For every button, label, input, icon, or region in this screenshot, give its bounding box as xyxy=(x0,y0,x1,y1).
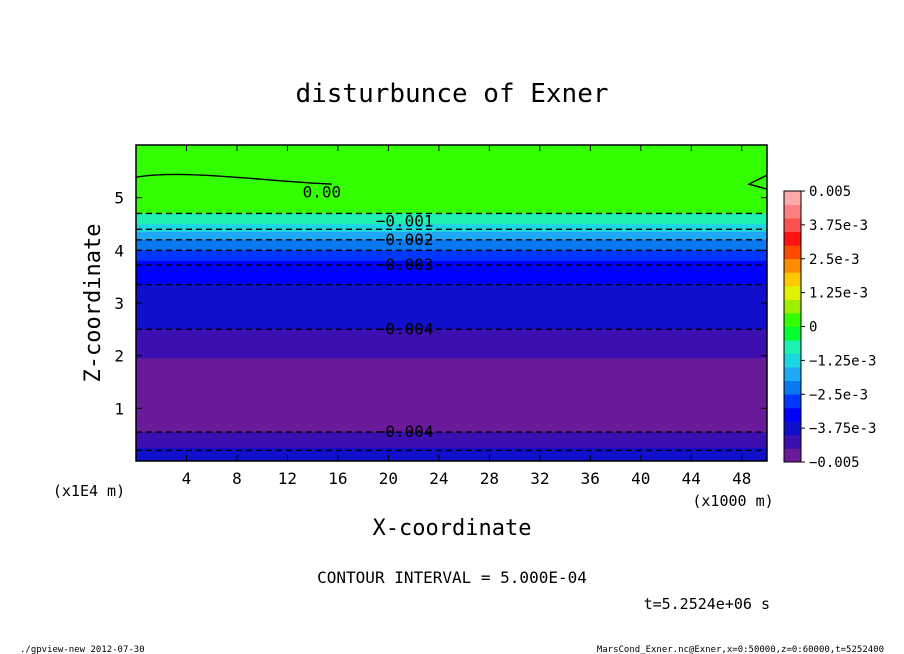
colorbar-segment-7 xyxy=(784,353,801,368)
chart-title: disturbunce of Exner xyxy=(295,79,608,109)
field-band-12 xyxy=(136,432,767,449)
field-band-2 xyxy=(136,224,767,233)
field-band-10 xyxy=(136,384,767,412)
footer-left: ./gpview-new 2012-07-30 xyxy=(20,645,145,654)
x-tick-label-11: 48 xyxy=(732,469,751,488)
contour-interval-text: CONTOUR INTERVAL = 5.000E-04 xyxy=(317,568,587,587)
colorbar-segment-11 xyxy=(784,299,801,314)
colorbar-segment-10 xyxy=(784,312,801,327)
colorbar-segment-19 xyxy=(784,191,801,205)
field-band-4 xyxy=(136,239,767,251)
contour-lines xyxy=(135,173,768,452)
x-unit-label: (x1000 m) xyxy=(692,492,773,510)
colorbar-segment-0 xyxy=(784,448,801,463)
colorbar-label-3: 1.25e-3 xyxy=(809,286,868,302)
colorbar-segment-8 xyxy=(784,340,801,354)
colorbar-label-0: 0.005 xyxy=(809,184,851,200)
colorbar xyxy=(783,190,802,463)
contour-label-3: −0.003 xyxy=(376,255,434,274)
colorbar-segment-13 xyxy=(784,272,801,287)
field-band-13 xyxy=(136,447,767,462)
y-tick-label-1: 2 xyxy=(114,347,124,366)
y-tick-label-0: 1 xyxy=(114,399,124,418)
x-tick-label-1: 8 xyxy=(232,469,242,488)
x-tick-label-9: 40 xyxy=(631,469,650,488)
colorbar-label-5: −1.25e-3 xyxy=(809,353,876,369)
x-tick-label-2: 12 xyxy=(278,469,297,488)
field-band-9 xyxy=(136,358,767,386)
x-tick-label-4: 20 xyxy=(379,469,398,488)
y-unit-label: (x1E4 m) xyxy=(53,482,125,500)
y-axis-ticks: 1 2 3 4 5 xyxy=(114,189,767,418)
y-axis-label: Z-coordinate xyxy=(81,224,106,383)
colorbar-segment-14 xyxy=(784,258,801,273)
contour-label-2: −0.002 xyxy=(376,230,434,249)
contour-label-5: −0.004 xyxy=(376,422,434,441)
colorbar-segment-9 xyxy=(784,326,801,341)
contour-label-0: 0.00 xyxy=(303,182,342,201)
colorbar-label-2: 2.5e-3 xyxy=(809,252,860,268)
contour-line-0 xyxy=(135,173,332,185)
colorbar-label-4: 0 xyxy=(809,320,817,336)
colorbar-segment-12 xyxy=(784,285,801,300)
y-tick-label-2: 3 xyxy=(114,294,124,313)
contour-label-1: −0.001 xyxy=(376,211,434,230)
plot-area xyxy=(136,145,767,462)
colorbar-segment-16 xyxy=(784,231,801,246)
colorbar-tick-labels: 0.005 3.75e-3 2.5e-3 1.25e-3 0 −1.25e-3 −2.5e-… xyxy=(801,184,876,471)
colorbar-label-1: 3.75e-3 xyxy=(809,218,868,234)
field-band-0 xyxy=(136,145,767,214)
colorbar-segment-5 xyxy=(784,380,801,395)
field-band-3 xyxy=(136,231,767,241)
footer-right: MarsCond_Exner.nc@Exner,x=0:50000,z=0:60… xyxy=(597,645,884,654)
x-axis-label: X-coordinate xyxy=(373,516,532,541)
contour-label-4: −0.004 xyxy=(376,319,434,338)
contour-line-edge xyxy=(747,174,768,190)
colorbar-label-7: −3.75e-3 xyxy=(809,421,876,437)
y-tick-label-4: 5 xyxy=(114,189,124,208)
field-band-11 xyxy=(136,410,767,433)
x-tick-label-10: 44 xyxy=(682,469,701,488)
x-axis-ticks: 4 8 12 16 20 24 28 32 36 40 44 48 xyxy=(182,145,751,488)
colorbar-segment-2 xyxy=(784,421,801,436)
colorbar-label-6: −2.5e-3 xyxy=(809,387,868,403)
colorbar-segment-4 xyxy=(784,394,801,409)
colorbar-segment-17 xyxy=(784,218,801,233)
x-tick-label-7: 32 xyxy=(530,469,549,488)
colorbar-segment-18 xyxy=(784,204,801,219)
field-band-7 xyxy=(136,284,767,330)
contour-labels: 0.00 −0.001−0.002 −0.003 −0.004 −0.004 xyxy=(303,182,434,441)
colorbar-segment-15 xyxy=(784,245,801,260)
field-band-5 xyxy=(136,250,767,262)
colorbar-segment-6 xyxy=(784,367,801,382)
x-tick-label-0: 4 xyxy=(182,469,192,488)
colorbar-segment-3 xyxy=(784,407,801,422)
y-tick-label-3: 4 xyxy=(114,241,124,260)
colorbar-segment-1 xyxy=(784,434,801,449)
x-tick-label-5: 24 xyxy=(429,469,448,488)
x-tick-label-8: 36 xyxy=(581,469,600,488)
colorbar-label-8: −0.005 xyxy=(809,455,860,471)
field-band-1 xyxy=(136,213,767,225)
x-tick-label-6: 28 xyxy=(480,469,499,488)
field-band-8 xyxy=(136,329,767,359)
x-tick-label-3: 16 xyxy=(328,469,347,488)
time-text: t=5.2524e+06 s xyxy=(644,595,770,613)
